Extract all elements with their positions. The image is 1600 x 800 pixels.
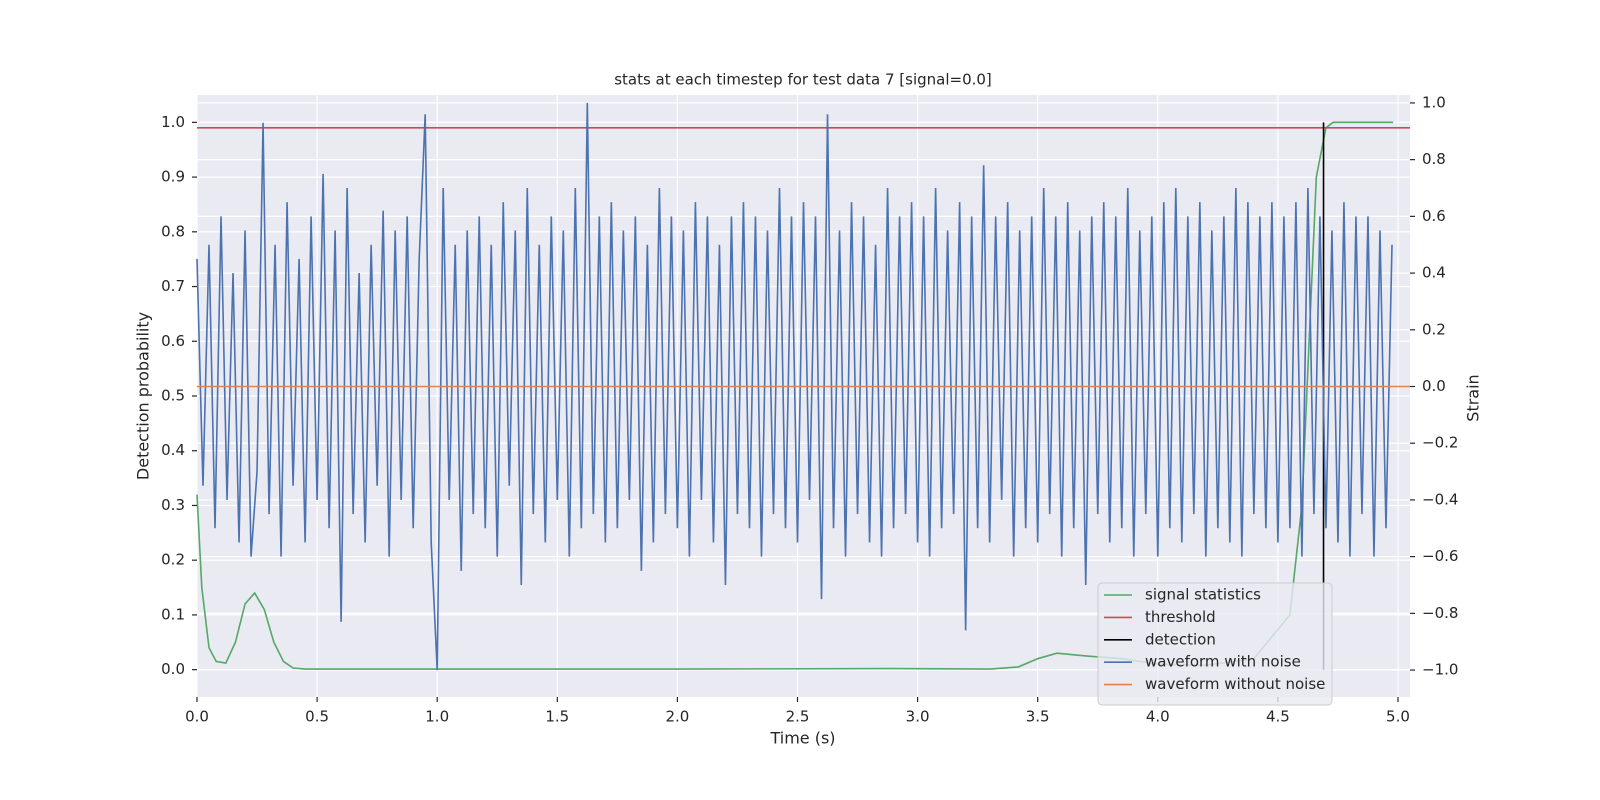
x-tick-label: 1.0 [425, 708, 449, 726]
x-tick-label: 0.0 [185, 708, 209, 726]
y-tick-label: 1.0 [161, 113, 185, 131]
legend-label: waveform with noise [1145, 653, 1301, 671]
y-tick-label: 0.7 [161, 277, 185, 295]
legend-label: detection [1145, 630, 1216, 648]
axes: 0.0 0.5 1.0 1.5 2.0 2.5 3.0 3.5 4.0 4.5 5.0 0.0 0.1 0… [161, 93, 1458, 725]
chart-title: stats at each timestep for test data 7 [… [614, 71, 992, 89]
y-tick-label: 0.5 [161, 387, 185, 405]
x-tick-label: 4.5 [1266, 708, 1290, 726]
lines [196, 102, 1410, 671]
y2-tick-label: 0.4 [1422, 264, 1446, 282]
y-tick-label: 0.0 [161, 660, 185, 678]
x-tick-label: 3.5 [1026, 708, 1050, 726]
y2-axis-label: Strain [1464, 374, 1483, 421]
y2-tick-label: −0.4 [1422, 490, 1458, 508]
x-tick-label: 4.0 [1146, 708, 1170, 726]
y-tick-label: 0.3 [161, 496, 185, 514]
x-axis-label: Time (s) [769, 729, 835, 748]
legend-box [1097, 582, 1333, 706]
y-tick-label: 0.2 [161, 551, 185, 569]
y-tick-label: 0.4 [161, 441, 185, 459]
y-tick-label: 0.8 [161, 222, 185, 240]
series-line [196, 102, 1393, 671]
y2-tick-label: 0.8 [1422, 150, 1446, 168]
y2-tick-label: −1.0 [1422, 661, 1458, 679]
x-tick-label: 2.0 [665, 708, 689, 726]
y2-tick-label: 0.6 [1422, 207, 1446, 225]
x-tick-label: 5.0 [1386, 708, 1410, 726]
x-tick-label: 1.5 [545, 708, 569, 726]
legend-label: threshold [1145, 608, 1216, 626]
y-tick-label: 0.1 [161, 605, 185, 623]
y2-tick-label: 0.0 [1422, 377, 1446, 395]
y2-tick-label: −0.8 [1422, 604, 1458, 622]
y-axis-label: Detection probability [134, 312, 153, 480]
y-tick-label: 0.9 [161, 168, 185, 186]
x-tick-label: 3.0 [906, 708, 930, 726]
y2-tick-label: 0.2 [1422, 320, 1446, 338]
x-tick-label: 2.5 [786, 708, 810, 726]
y2-tick-label: 1.0 [1422, 93, 1446, 111]
series-line [196, 121, 1394, 670]
legend-label: waveform without noise [1145, 675, 1325, 693]
x-tick-label: 0.5 [305, 708, 329, 726]
legend: signal statistics threshold detection wavef… [1097, 582, 1333, 706]
y-tick-label: 0.6 [161, 332, 185, 350]
y2-tick-label: −0.2 [1422, 434, 1458, 452]
legend-label: signal statistics [1145, 586, 1261, 604]
y2-tick-label: −0.6 [1422, 547, 1458, 565]
